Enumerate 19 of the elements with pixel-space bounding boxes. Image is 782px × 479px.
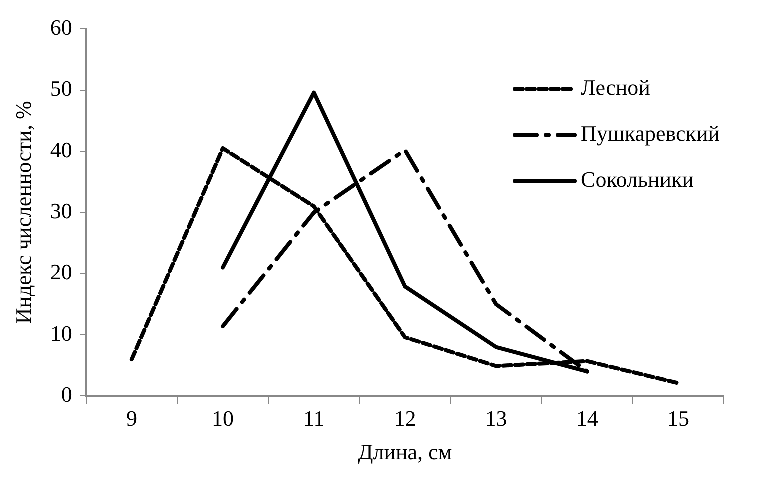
y-axis-title: Индекс численности, %: [10, 101, 36, 324]
legend-label: Пушкаревский: [581, 120, 720, 146]
x-tick-label: 10: [212, 406, 234, 432]
y-tick-label: 60: [50, 14, 72, 40]
x-tick-label: 15: [667, 406, 690, 432]
y-tick-label: 40: [50, 137, 72, 162]
legend-label: Сокольники: [581, 166, 694, 192]
legend-label: Лесной: [581, 74, 651, 100]
x-tick-label: 12: [394, 406, 416, 432]
x-axis-title: Длина, см: [358, 440, 452, 465]
y-tick-label: 30: [50, 198, 72, 224]
x-tick-label: 13: [485, 406, 508, 432]
y-tick-label: 0: [61, 382, 72, 407]
y-tick-label: 20: [50, 260, 72, 285]
x-tick-label: 14: [576, 406, 598, 432]
y-tick-label: 10: [50, 320, 72, 346]
x-tick-label: 11: [304, 406, 325, 432]
y-tick-label: 50: [50, 76, 72, 102]
x-tick-label: 9: [126, 406, 138, 432]
